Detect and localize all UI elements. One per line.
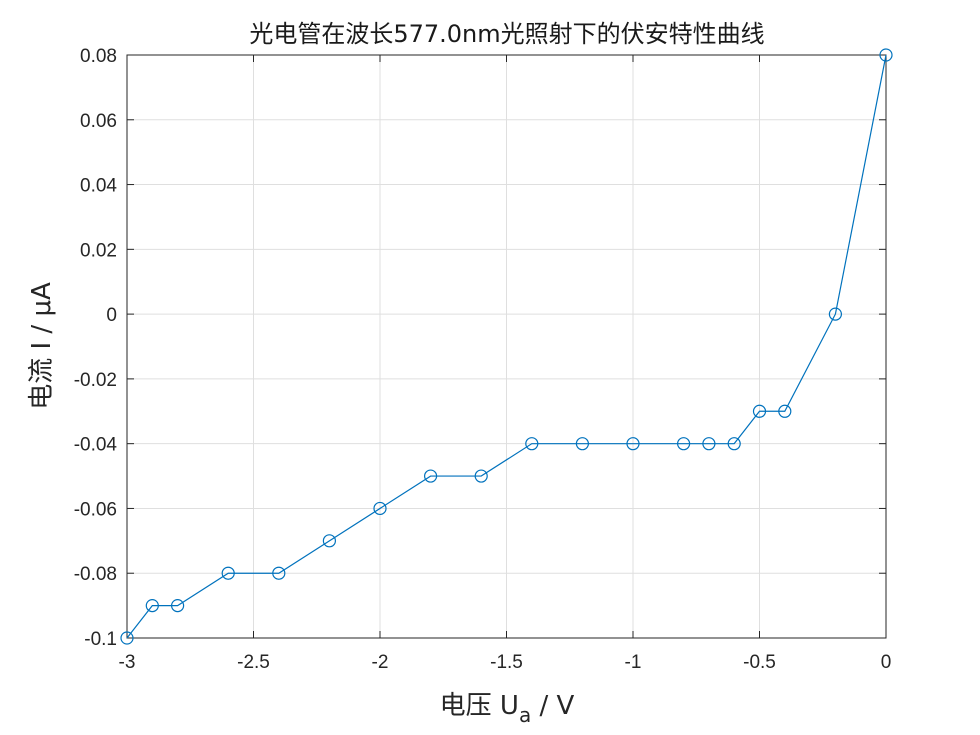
data-point [727,437,741,451]
data-point [626,437,640,451]
data-point [676,437,691,451]
y-tick-label: 0.02 [80,240,117,261]
y-tick-label: -0.06 [74,499,117,520]
data-point [373,501,387,516]
axis-ticks [126,54,887,639]
x-tick-label: -1.5 [490,652,523,673]
data-point [120,631,134,645]
y-tick-label: -0.04 [74,435,118,456]
series-line [126,54,887,639]
x-tick-label: 0 [881,652,892,673]
y-tick-label: 0 [106,305,117,326]
y-tick-label: 0.04 [80,176,117,197]
y-tick-labels: -0.1 -0.08 -0.06 -0.04 -0.02 0 0.02 0.04 0.06 0.0… [74,46,118,650]
x-axis-label-subscript: a [519,703,531,727]
x-tick-label: -1 [625,652,642,673]
data-point [525,437,539,451]
data-point [145,599,159,613]
series-layer [120,48,893,645]
data-point [828,307,843,321]
y-tick-label: 0.06 [80,111,117,132]
data-point [272,566,286,580]
data-point [171,599,185,613]
y-tick-label: -0.02 [74,370,117,391]
y-tick-label: -0.08 [74,564,117,585]
x-tick-label: -0.5 [743,652,776,673]
x-tick-label: -2 [372,652,389,673]
data-point [752,404,767,418]
data-point [575,437,590,451]
x-tick-label: -3 [119,652,136,673]
y-axis-label: 电流 I / μA [27,282,57,410]
data-point [424,469,438,483]
x-axis-label-main: 电压 U [440,691,519,721]
data-point [879,48,893,62]
y-tick-label: 0.08 [80,46,117,67]
data-point [221,566,235,580]
x-axis-label-unit: / V [531,691,574,721]
data-point [322,534,336,548]
x-axis-label: 电压 Ua / V [440,691,575,727]
chart-title: 光电管在波长577.0nm光照射下的伏安特性曲线 [249,20,764,48]
data-point [778,404,792,418]
x-tick-label: -2.5 [237,652,270,673]
y-tick-label: -0.1 [84,629,117,650]
data-point [474,469,488,483]
data-point [702,437,716,451]
x-tick-labels: -3 -2.5 -2 -1.5 -1 -0.5 0 [119,652,892,673]
